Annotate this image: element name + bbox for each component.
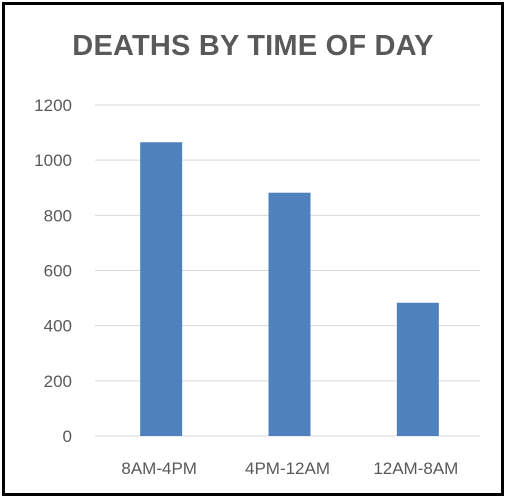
bar [268, 192, 311, 436]
y-axis-ticks: 0 200 400 600 800 1000 1200 [34, 96, 72, 446]
x-axis-ticks: 8AM-4PM 4PM-12AM 12AM-8AM [121, 459, 458, 478]
bar [140, 142, 183, 437]
x-tick-label: 12AM-8AM [373, 459, 458, 478]
y-tick-label: 600 [44, 262, 72, 281]
x-tick-label: 8AM-4PM [121, 459, 197, 478]
y-tick-label: 400 [44, 317, 72, 336]
y-tick-label: 1200 [34, 96, 72, 115]
bar [396, 302, 439, 436]
bars [140, 142, 439, 437]
chart-title: DEATHS BY TIME OF DAY [72, 30, 434, 62]
y-tick-label: 0 [63, 427, 72, 446]
x-tick-label: 4PM-12AM [245, 459, 330, 478]
y-tick-label: 200 [44, 372, 72, 391]
y-tick-label: 1000 [34, 151, 72, 170]
y-tick-label: 800 [44, 206, 72, 225]
